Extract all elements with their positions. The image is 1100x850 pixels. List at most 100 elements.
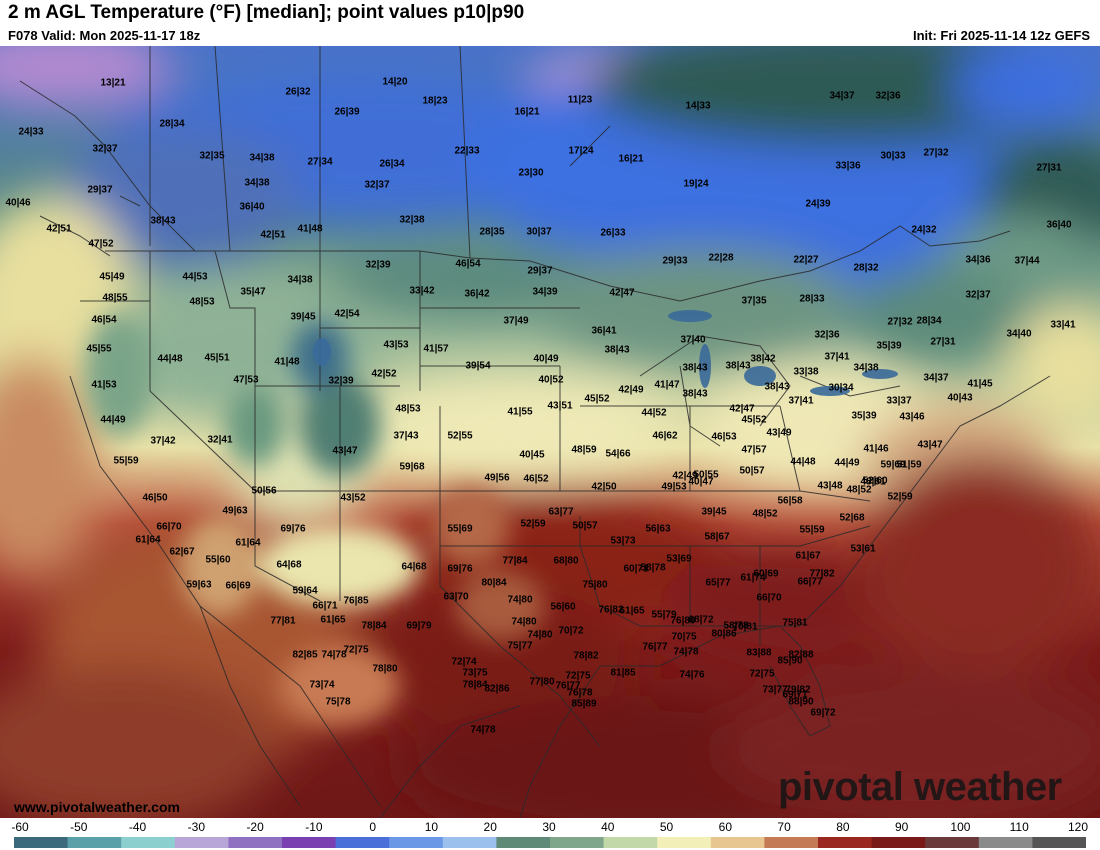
point-value-label: 45|52 <box>584 393 610 405</box>
point-value-label: 43|48 <box>817 480 843 492</box>
point-value-label: 73|77 <box>762 684 788 696</box>
point-value-label: 37|49 <box>503 315 529 327</box>
point-value-label: 44|48 <box>157 353 183 365</box>
point-value-label: 36|40 <box>1046 219 1072 231</box>
point-value-label: 48|61 <box>860 476 886 488</box>
point-value-label: 47|57 <box>741 444 767 456</box>
point-value-label: 78|84 <box>462 679 488 691</box>
site-credit[interactable]: www.pivotalweather.com <box>14 799 180 815</box>
point-value-label: 83|88 <box>746 647 772 659</box>
point-value-label: 77|82 <box>809 568 835 580</box>
point-value-label: 56|58 <box>777 495 803 507</box>
point-value-label: 52|60 <box>862 475 888 487</box>
point-value-label: 43|47 <box>917 439 943 451</box>
point-value-label: 27|31 <box>1036 162 1062 174</box>
point-value-label: 26|32 <box>285 86 311 98</box>
point-value-label: 42|50 <box>591 481 617 493</box>
point-value-label: 38|43 <box>764 381 790 393</box>
point-value-label: 75|80 <box>582 579 608 591</box>
point-value-label: 28|34 <box>916 315 942 327</box>
point-value-label: 45|51 <box>204 352 230 364</box>
lakes <box>313 310 898 396</box>
point-value-label: 58|78 <box>640 562 666 574</box>
point-value-label: 82|85 <box>292 649 318 661</box>
point-value-label: 38|42 <box>750 353 776 365</box>
colorbar-segment <box>710 837 765 848</box>
brand-watermark: pivotal weather <box>778 765 1062 809</box>
point-value-label: 45|52 <box>741 414 767 426</box>
point-value-label: 34|38 <box>287 274 313 286</box>
colorbar-tick-label: -30 <box>187 820 205 834</box>
point-value-label: 43|47 <box>332 445 358 457</box>
colorbar-segment <box>442 837 497 848</box>
point-value-label: 78|82 <box>573 650 599 662</box>
point-value-label: 44|48 <box>790 456 816 468</box>
point-value-label: 51|59 <box>896 459 922 471</box>
point-value-label: 59|64 <box>292 585 318 597</box>
point-value-label: 38|43 <box>682 388 708 400</box>
point-value-label: 48|53 <box>189 296 215 308</box>
point-value-label: 76|78 <box>567 687 593 699</box>
point-value-label: 52|59 <box>887 491 913 503</box>
point-value-label: 43|49 <box>766 427 792 439</box>
point-value-label: 72|75 <box>749 668 775 680</box>
point-value-label: 30|37 <box>526 226 552 238</box>
colorbar-tick-label: -40 <box>128 820 147 834</box>
point-value-label: 66|71 <box>312 600 338 612</box>
point-value-label: 52|55 <box>447 430 473 442</box>
point-value-label: 46|62 <box>652 430 678 442</box>
temperature-map[interactable]: 13|21 26|32 14|20 18|23 16|21 11|23 14|33 34|37… <box>0 46 1100 818</box>
point-value-label: 75|77 <box>507 640 533 652</box>
colorbar-segment <box>925 837 980 848</box>
point-value-label: 27|32 <box>887 316 913 328</box>
point-value-label: 36|42 <box>464 288 490 300</box>
point-value-label: 26|33 <box>600 227 626 239</box>
point-value-label: 72|75 <box>565 670 591 682</box>
point-value-label: 64|68 <box>276 559 302 571</box>
colorbar-segment <box>67 837 122 848</box>
valid-time: F078 Valid: Mon 2025-11-17 18z <box>8 28 201 43</box>
point-value-label: 75|78 <box>325 696 351 708</box>
point-value-label: 33|38 <box>793 366 819 378</box>
colorbar-tick-label: 70 <box>777 820 791 834</box>
point-value-label: 48|59 <box>571 444 597 456</box>
point-value-label: 41|48 <box>297 223 323 235</box>
point-value-label: 16|21 <box>618 153 644 165</box>
point-value-label: 26|34 <box>379 158 405 170</box>
colorbar-segment <box>764 837 819 848</box>
point-value-label: 41|55 <box>507 406 533 418</box>
point-value-label: 59|68 <box>399 461 425 473</box>
point-value-label: 38|43 <box>604 344 630 356</box>
colorbar-segment <box>389 837 444 848</box>
colorbar-segment <box>978 837 1033 848</box>
colorbar-segment <box>1032 837 1086 848</box>
point-value-label: 68|72 <box>688 614 714 626</box>
point-value-label: 76|80 <box>670 615 696 627</box>
point-value-label: 45|49 <box>99 271 125 283</box>
point-value-label: 29|37 <box>527 265 553 277</box>
point-value-label: 42|52 <box>371 368 397 380</box>
point-value-label: 32|39 <box>365 259 391 271</box>
colorbar-tick-label: -50 <box>70 820 88 834</box>
point-value-label: 41|57 <box>423 343 449 355</box>
point-value-label: 55|79 <box>651 609 677 621</box>
colorbar-tick-label: -60 <box>11 820 29 834</box>
boundaries <box>19 46 1051 818</box>
point-value-label: 66|70 <box>156 521 182 533</box>
point-value-label: 50|57 <box>572 520 598 532</box>
point-value-label: 63|70 <box>443 591 469 603</box>
point-value-label: 27|32 <box>923 147 949 159</box>
point-value-label: 37|41 <box>788 395 814 407</box>
point-value-label: 59|69 <box>880 459 906 471</box>
point-value-label: 49|63 <box>222 505 248 517</box>
point-value-label: 85|89 <box>571 698 597 710</box>
point-value-label: 77|81 <box>270 615 296 627</box>
point-value-label: 59|63 <box>186 579 212 591</box>
point-value-label: 46|52 <box>523 473 549 485</box>
point-value-label: 54|66 <box>605 448 631 460</box>
point-value-label: 53|61 <box>850 543 876 555</box>
point-value-label: 56|63 <box>645 523 671 535</box>
colorbar-tick-label: 60 <box>718 820 733 834</box>
point-value-label: 70|72 <box>558 625 584 637</box>
point-value-label: 78|84 <box>361 620 387 632</box>
